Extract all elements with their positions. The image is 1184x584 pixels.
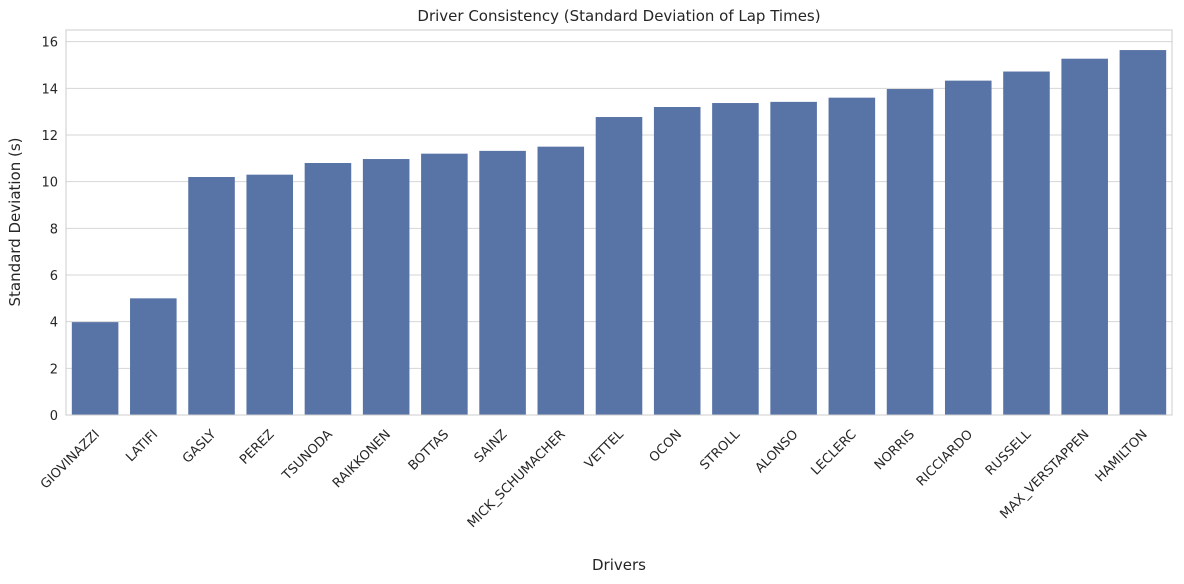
bar [304,163,352,415]
bar [828,97,876,416]
bar [770,101,817,415]
y-tick-label: 16 [41,36,58,51]
y-tick-label: 12 [41,129,58,144]
bar [362,159,410,415]
bar [595,117,643,416]
y-tick-label: 0 [50,409,58,424]
y-axis-title: Standard Deviation (s) [6,137,24,306]
bar [537,146,585,415]
bar [944,80,992,415]
bar [479,150,526,415]
y-tick-labels: 0 2 4 6 8 10 12 14 16 [41,36,58,424]
y-tick-label: 10 [41,176,58,191]
bar [421,153,468,415]
y-tick-label: 14 [41,82,58,97]
bar [1003,71,1050,416]
chart-title: Driver Consistency (Standard Deviation o… [417,7,820,25]
y-tick-label: 4 [50,316,58,331]
plot-frame [65,29,1173,416]
bar [1061,58,1108,415]
bar [1119,50,1167,416]
bars [71,50,1167,416]
bar [712,103,759,416]
bar [130,298,177,415]
y-tick-label: 2 [50,362,58,377]
y-tick-label: 8 [50,222,58,237]
y-tick-label: 6 [50,269,58,284]
bar [188,177,235,415]
bar [246,174,294,415]
bar [653,107,701,415]
x-axis-title: Drivers [592,556,646,574]
bar [71,322,119,415]
bar [886,89,934,416]
